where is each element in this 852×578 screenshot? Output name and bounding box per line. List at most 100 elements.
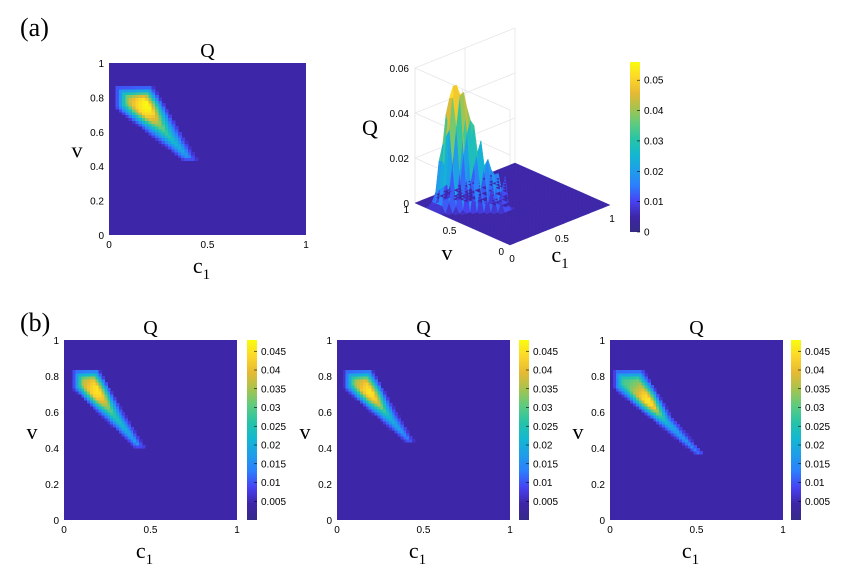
heatmap-cell — [348, 379, 353, 383]
heatmap-cell — [164, 134, 169, 139]
heatmap-cell — [95, 379, 100, 383]
heatmap-cell — [380, 394, 384, 398]
y-tick-label: 0 — [498, 247, 504, 258]
heatmap-cell — [87, 385, 91, 389]
colorbar-tick-label: 0.035 — [533, 384, 558, 395]
heatmap-cell — [362, 382, 367, 386]
heatmap-cell — [388, 406, 393, 410]
heatmap-cell — [104, 388, 108, 392]
heatmap-cell — [141, 445, 146, 449]
heatmap-cell — [78, 391, 82, 395]
heatmap-cell — [644, 376, 649, 380]
heatmap-cell — [679, 436, 683, 440]
heatmap-cell — [174, 128, 179, 133]
heatmap-cell — [125, 114, 130, 119]
heatmap-cell — [124, 430, 129, 434]
heatmap-cell — [101, 379, 105, 383]
heatmap-cell — [374, 382, 378, 386]
heatmap-cell — [661, 418, 666, 422]
heatmap-cell — [87, 376, 91, 380]
heatmap-cell — [118, 88, 123, 93]
heatmap-cell — [158, 100, 163, 104]
heatmap-cell — [383, 406, 387, 410]
heatmap-cell — [171, 143, 176, 147]
heatmap-cell — [84, 394, 88, 398]
heatmap-cell — [87, 391, 91, 395]
heatmap-cell — [122, 91, 127, 96]
heatmap-cell — [101, 397, 105, 401]
heatmap-cell — [141, 88, 146, 93]
heatmap-cell — [365, 373, 370, 377]
heatmap-cell — [656, 412, 660, 416]
heatmap-cell — [78, 376, 82, 380]
heatmap-cell — [394, 415, 399, 419]
heatmap-cell — [118, 424, 123, 428]
heatmap-cell — [115, 415, 120, 419]
heatmap-cell — [641, 394, 646, 398]
heatmap-cell — [638, 391, 643, 395]
heatmap-cell — [84, 388, 88, 392]
heatmap-cell — [84, 391, 88, 395]
heatmap-cell — [641, 385, 646, 389]
heatmap-cell — [187, 157, 192, 162]
heatmap-cell — [127, 430, 131, 434]
heatmap-cell — [635, 397, 640, 401]
heatmap-cell — [365, 397, 370, 401]
heatmap-cell — [154, 134, 159, 139]
heatmap-cell — [133, 436, 137, 440]
heatmap-cell — [138, 111, 143, 116]
heatmap-cell — [95, 370, 100, 374]
heatmap-cell — [644, 373, 649, 377]
heatmap-cell — [354, 391, 358, 395]
heatmap-cell — [101, 409, 105, 413]
heatmap-cell — [362, 376, 367, 380]
heatmap-cell — [360, 382, 364, 386]
heatmap-cell — [630, 388, 634, 392]
heatmap-cell — [84, 376, 88, 380]
heatmap-cell — [650, 406, 654, 410]
heatmap-cell — [154, 100, 159, 104]
heatmap-cell — [184, 157, 189, 162]
y-tick-label: 0.2 — [90, 197, 104, 208]
heatmap-cell — [342, 376, 347, 380]
heatmap-cell — [135, 100, 140, 104]
heatmap-cell — [621, 373, 626, 377]
heatmap-cell — [72, 388, 77, 392]
colorbar-tick-label: 0.05 — [644, 76, 664, 87]
heatmap-cell — [135, 123, 140, 127]
heatmap-cell — [397, 418, 402, 422]
heatmap-cell — [125, 108, 130, 113]
heatmap-cell — [630, 397, 634, 401]
heatmap-cell — [148, 88, 153, 93]
heatmap-cell — [630, 376, 634, 380]
y-tick-label: 1 — [599, 336, 605, 347]
heatmap-cell — [690, 439, 695, 443]
heatmap-cell — [624, 394, 628, 398]
heatmap-cell — [81, 385, 85, 389]
heatmap-cell — [145, 100, 149, 104]
heatmap-cell — [148, 111, 153, 116]
heatmap-cell — [121, 412, 126, 416]
heatmap-cell — [84, 385, 88, 389]
heatmap-cell — [130, 439, 134, 443]
heatmap-cell — [92, 394, 97, 398]
heatmap-cell — [612, 376, 617, 380]
heatmap-cell — [635, 376, 640, 380]
heatmap-cell — [661, 409, 666, 413]
heatmap-cell — [362, 403, 367, 407]
heatmap-cell — [641, 409, 646, 413]
colorbar-tick-label: 0.04 — [533, 366, 553, 377]
colorbar-bar — [791, 340, 801, 520]
heatmap-cell — [638, 376, 643, 380]
heatmap-cell — [368, 370, 373, 374]
y-tick-label: 0.6 — [45, 408, 59, 419]
heatmap-cell — [145, 94, 149, 98]
heatmap-cell — [687, 445, 692, 449]
heatmap-cell — [638, 382, 643, 386]
heatmap-cell — [380, 418, 384, 422]
heatmap-cell — [693, 448, 698, 452]
heatmap-cell — [158, 111, 163, 116]
heatmap-cell — [113, 400, 117, 404]
heatmap-cell — [644, 412, 649, 416]
heatmap-cell — [124, 418, 129, 422]
